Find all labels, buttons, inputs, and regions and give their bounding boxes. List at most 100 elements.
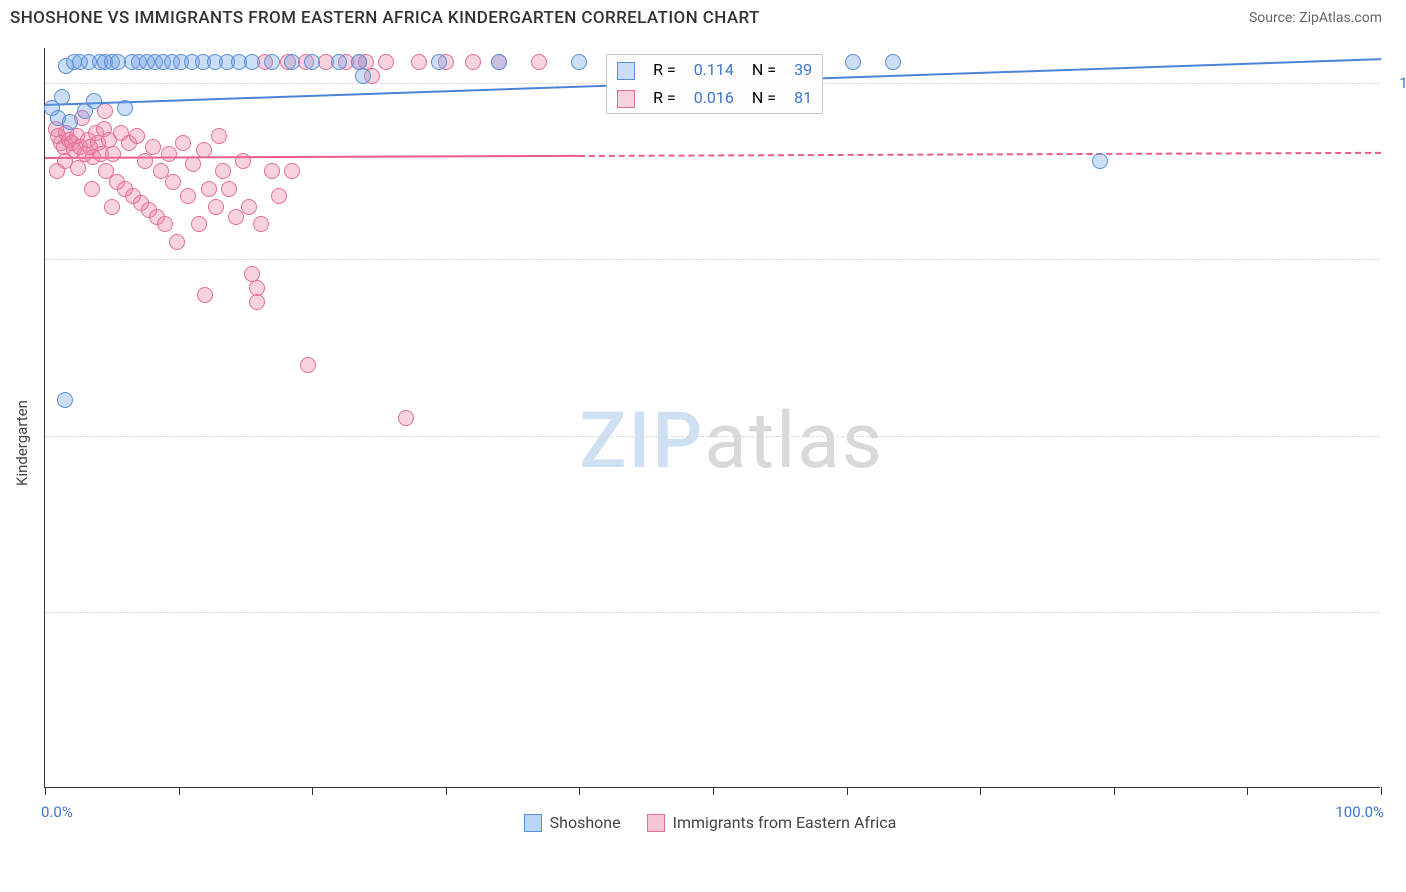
x-tick [980,787,981,795]
data-point [201,181,217,197]
legend-label: Shoshone [550,813,621,832]
data-point [331,54,347,70]
stat-n-value: 81 [786,85,820,111]
stat-n-value: 39 [786,57,820,83]
x-tick [446,787,447,795]
data-point [228,209,244,225]
data-point [284,163,300,179]
y-axis-label: Kindergarten [13,400,31,486]
legend-item: Immigrants from Eastern Africa [647,813,897,832]
data-point [284,54,300,70]
legend-swatch [617,90,635,108]
data-point [137,153,153,169]
x-tick [1114,787,1115,795]
chart-title: SHOSHONE VS IMMIGRANTS FROM EASTERN AFRI… [10,8,760,28]
legend-item: Shoshone [524,813,621,832]
data-point [300,357,316,373]
stat-n-label: N = [744,57,784,83]
data-point [208,199,224,215]
data-point [175,135,191,151]
legend-swatch [617,62,635,80]
legend-swatch [647,814,665,832]
stat-n-label: N = [744,85,784,111]
y-tick-label: 90.0% [1386,427,1406,445]
data-point [249,294,265,310]
data-point [62,114,78,130]
data-point [885,54,901,70]
y-tick-label: 85.0% [1386,603,1406,621]
data-point [84,181,100,197]
data-point [378,54,394,70]
plot-area: ZIPatlas 100.0%95.0%90.0%85.0%0.0%100.0%… [44,48,1380,788]
data-point [411,54,427,70]
trend-line [579,152,1381,157]
data-point [431,54,447,70]
data-point [197,287,213,303]
data-point [129,128,145,144]
data-point [304,54,320,70]
watermark-atlas: atlas [704,396,884,487]
data-point [57,392,73,408]
data-point [235,153,251,169]
trend-line [45,155,579,159]
data-point [180,188,196,204]
data-point [253,216,269,232]
y-tick-label: 100.0% [1386,74,1406,92]
stat-r-value: 0.114 [686,57,742,83]
data-point [398,410,414,426]
legend-swatch [524,814,542,832]
data-point [264,54,280,70]
data-point [465,54,481,70]
source-label: Source: [1249,10,1299,26]
data-point [105,146,121,162]
x-tick [1381,787,1382,795]
x-tick [579,787,580,795]
data-point [491,54,507,70]
stat-r-label: R = [645,85,684,111]
data-point [185,156,201,172]
chart-container: Kindergarten ZIPatlas 100.0%95.0%90.0%85… [40,48,1380,838]
data-point [215,163,231,179]
data-point [86,93,102,109]
source-attribution: Source: ZipAtlas.com [1249,10,1382,26]
stats-row: R =0.114N =39 [609,57,820,83]
x-tick [1247,787,1248,795]
data-point [117,100,133,116]
data-point [531,54,547,70]
data-point [169,234,185,250]
x-tick [312,787,313,795]
x-tick [847,787,848,795]
data-point [1092,153,1108,169]
data-point [49,163,65,179]
x-tick [179,787,180,795]
data-point [264,163,280,179]
y-tick-label: 95.0% [1386,250,1406,268]
legend-label: Immigrants from Eastern Africa [673,813,897,832]
gridline-h [45,436,1380,437]
gridline-h [45,612,1380,613]
data-point [191,216,207,232]
data-point [161,146,177,162]
data-point [165,174,181,190]
data-point [104,199,120,215]
data-point [244,54,260,70]
data-point [211,128,227,144]
gridline-h [45,259,1380,260]
x-tick [45,787,46,795]
stats-row: R =0.016N =81 [609,85,820,111]
data-point [221,181,237,197]
x-tick [713,787,714,795]
data-point [196,142,212,158]
data-point [145,139,161,155]
source-value: ZipAtlas.com [1299,10,1382,26]
stats-legend: R =0.114N =39R =0.016N =81 [606,54,823,114]
data-point [54,89,70,105]
stat-r-label: R = [645,57,684,83]
data-point [241,199,257,215]
data-point [157,216,173,232]
data-point [355,68,371,84]
watermark: ZIPatlas [579,396,884,487]
data-point [845,54,861,70]
bottom-legend: Shoshone Immigrants from Eastern Africa [40,813,1380,832]
stat-r-value: 0.016 [686,85,742,111]
